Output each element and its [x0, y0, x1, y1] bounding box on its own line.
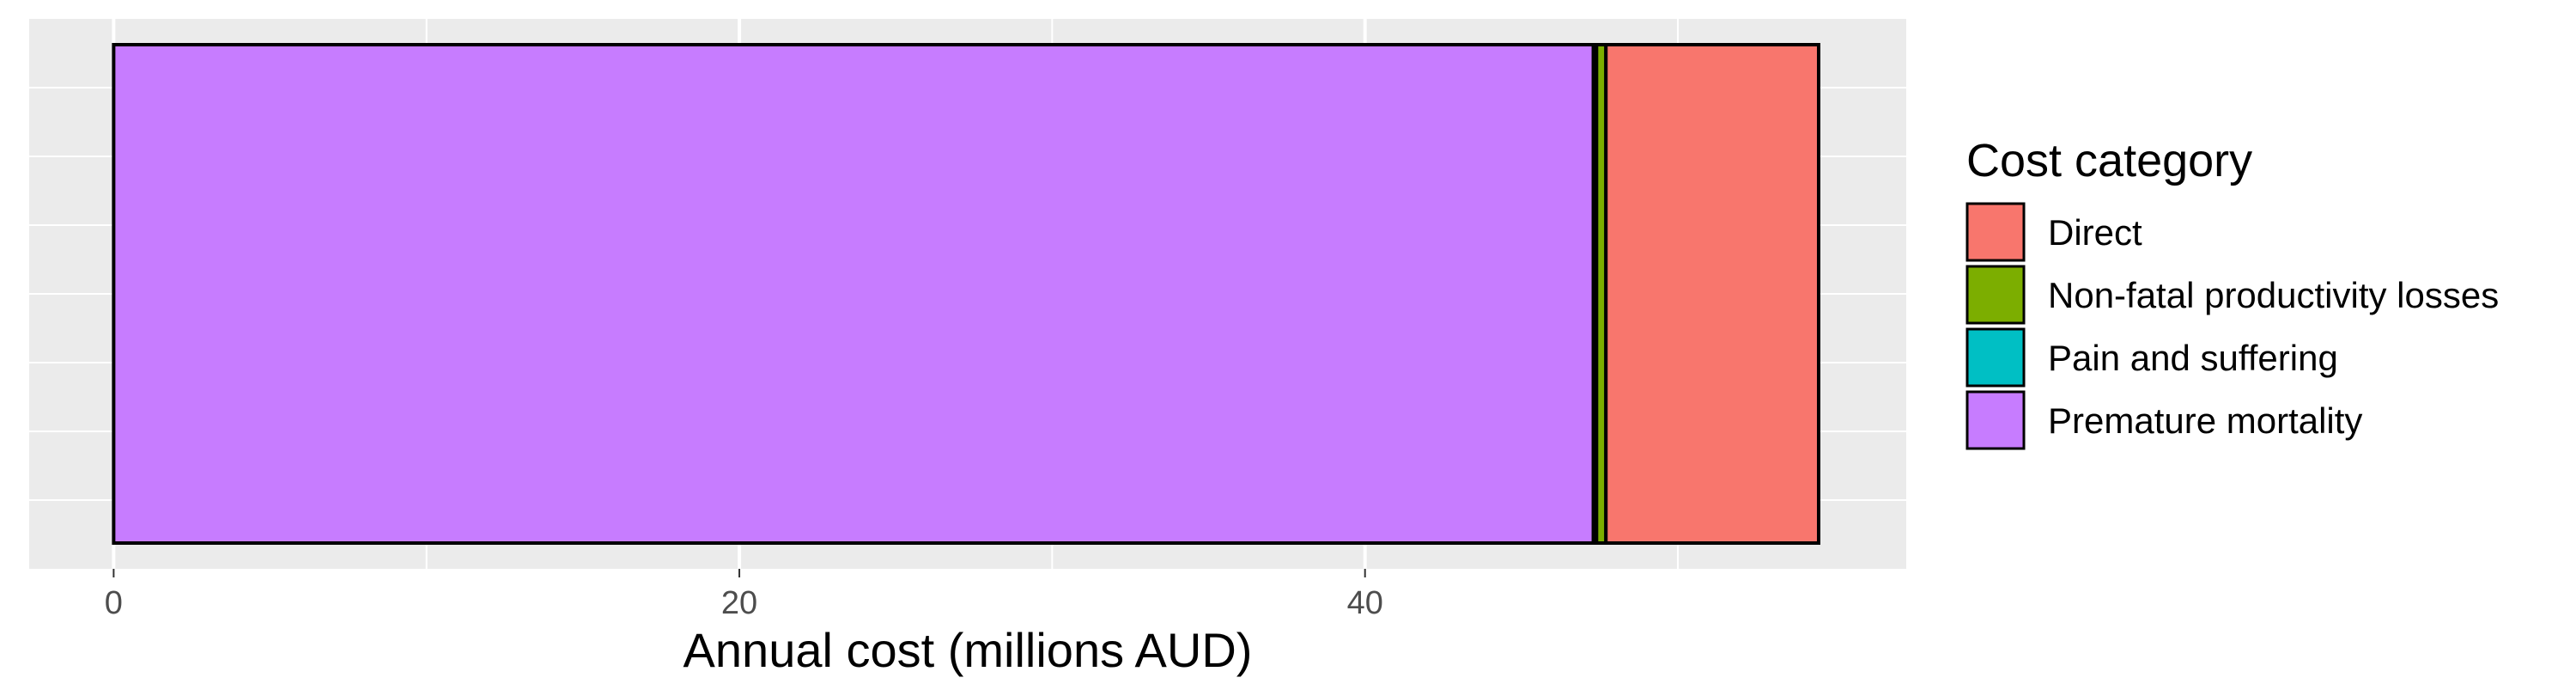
x-axis-title: Annual cost (millions AUD): [683, 623, 1253, 677]
bar-segment-direct: [1604, 43, 1820, 545]
legend-swatch: [1965, 327, 2026, 388]
legend-swatch: [1965, 265, 2026, 325]
legend-label: Direct: [2048, 212, 2142, 253]
legend-swatch: [1965, 390, 2026, 450]
stacked-bar: [112, 43, 1820, 545]
x-tick-label: 20: [721, 585, 757, 621]
x-tick-label: 0: [105, 585, 123, 621]
legend-label: Premature mortality: [2048, 400, 2362, 441]
x-tick-label: 40: [1347, 585, 1383, 621]
bar-segment-premature-mortality: [112, 43, 1595, 545]
legend-label: Pain and suffering: [2048, 338, 2338, 378]
legend: Cost category Direct Non-fatal productivi…: [1965, 135, 2499, 450]
legend-title: Cost category: [1966, 135, 2252, 186]
legend-label: Non-fatal productivity losses: [2048, 275, 2499, 315]
legend-swatch: [1965, 202, 2026, 262]
x-axis: 0 20 40: [105, 569, 1383, 621]
